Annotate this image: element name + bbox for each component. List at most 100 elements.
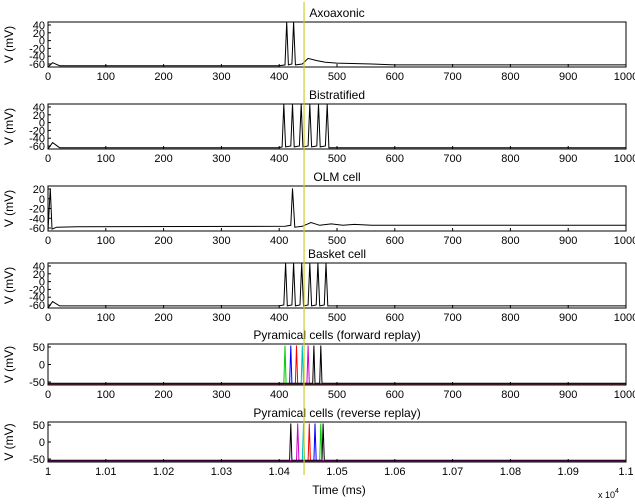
x-tick-label: 1.01 [95, 466, 116, 478]
x-axis-multiplier: x 104 [598, 488, 619, 500]
x-tick-label: 100 [97, 235, 115, 247]
x-tick-label: 900 [559, 153, 577, 165]
x-tick-label: 600 [386, 235, 404, 247]
series-line-5 [48, 423, 626, 461]
x-tick-label: 500 [328, 389, 346, 401]
axes-frame [47, 421, 627, 463]
panel-6: Pyramical cells (reverse replay) V (mV) 1 1… [2, 406, 634, 478]
y-axis-label: V (mV) [2, 346, 16, 383]
x-tick-label: 1.09 [557, 466, 578, 478]
x-tick-label: 100 [97, 71, 115, 83]
x-tick-label: 1.1 [618, 466, 633, 478]
x-tick-label: 0 [45, 71, 51, 83]
y-tick-label: 20 [33, 269, 45, 281]
axes-frame [47, 103, 627, 150]
series-line-4 [48, 345, 626, 384]
x-tick-label: 1000 [614, 235, 635, 247]
x-tick-label: 700 [443, 235, 461, 247]
series-line-1 [48, 104, 626, 149]
x-tick-label: 700 [443, 153, 461, 165]
x-tick-label: 300 [212, 153, 230, 165]
x-tick-label: 200 [154, 235, 172, 247]
x-tick-label: 100 [97, 312, 115, 324]
x-tick-label: 300 [212, 235, 230, 247]
series-line-6 [48, 423, 626, 461]
panel-title: Basket cell [308, 247, 366, 261]
x-tick-label: 200 [154, 153, 172, 165]
axes-frame [47, 21, 627, 68]
y-tick-label: 0 [39, 36, 45, 48]
x-tick-label: 1000 [614, 71, 635, 83]
x-axis-label: Time (ms) [312, 483, 366, 497]
x-tick-label: 700 [443, 71, 461, 83]
x-tick-label: 800 [501, 153, 519, 165]
x-tick-label: 700 [443, 389, 461, 401]
y-tick-label: -60 [29, 141, 45, 153]
x-tick-label: 1000 [614, 312, 635, 324]
y-axis-label: V (mV) [2, 26, 16, 63]
x-tick-label: 200 [154, 389, 172, 401]
series-line-5 [48, 345, 626, 384]
x-tick-label: 100 [97, 153, 115, 165]
series-line-1 [48, 423, 626, 462]
series-line-3 [48, 423, 626, 462]
series-line-2 [48, 345, 626, 385]
y-tick-label: -20 [29, 204, 45, 216]
x-tick-label: 400 [270, 71, 288, 83]
panel-title: Bistratified [309, 88, 365, 102]
x-tick-label: 400 [270, 153, 288, 165]
series-line-1 [48, 188, 626, 231]
x-tick-label: 0 [45, 235, 51, 247]
x-tick-label: 400 [270, 312, 288, 324]
series-line-1 [48, 22, 626, 67]
series-line-1 [48, 263, 626, 308]
x-tick-label: 1.07 [442, 466, 463, 478]
x-tick-label: 600 [386, 312, 404, 324]
y-tick-label: 40 [33, 261, 45, 273]
x-tick-label: 300 [212, 312, 230, 324]
x-tick-label: 400 [270, 235, 288, 247]
panel-title: Pyramical cells (forward replay) [253, 328, 420, 342]
x-tick-label: 900 [559, 389, 577, 401]
y-tick-label: 20 [33, 110, 45, 122]
panel-title: Pyramical cells (reverse replay) [253, 406, 420, 420]
x-tick-label: 500 [328, 312, 346, 324]
x-tick-label: 200 [154, 71, 172, 83]
panel-5: Pyramical cells (forward replay) V (mV) 0 1… [2, 328, 635, 401]
series-line-4 [48, 423, 626, 461]
y-tick-label: 40 [33, 20, 45, 32]
series-line-2 [48, 423, 626, 462]
y-tick-label: 0 [39, 277, 45, 289]
x-tick-label: 0 [45, 153, 51, 165]
x-tick-label: 200 [154, 312, 172, 324]
x-tick-label: 500 [328, 153, 346, 165]
x-tick-label: 1.08 [500, 466, 521, 478]
x-tick-label: 700 [443, 312, 461, 324]
y-tick-label: -20 [29, 284, 45, 296]
y-tick-label: 0 [39, 194, 45, 206]
y-axis-label: V (mV) [2, 423, 16, 460]
series-line-3 [48, 345, 626, 385]
x-tick-label: 1 [45, 466, 51, 478]
y-tick-label: 0 [39, 437, 45, 449]
x-tick-label: 800 [501, 312, 519, 324]
x-tick-label: 600 [386, 389, 404, 401]
panel-4: Basket cell V (mV) 0 100 200 300 400 500 600 700 8… [2, 247, 635, 324]
x-tick-label: 1.02 [153, 466, 174, 478]
x-tick-label: 100 [97, 389, 115, 401]
y-tick-label: 20 [33, 28, 45, 40]
y-tick-label: -60 [29, 223, 45, 235]
y-tick-label: -40 [29, 292, 45, 304]
x-tick-label: 800 [501, 389, 519, 401]
y-axis-label: V (mV) [2, 267, 16, 304]
axes-frame [47, 262, 627, 309]
x-tick-label: 900 [559, 312, 577, 324]
x-tick-label: 500 [328, 71, 346, 83]
y-tick-label: 0 [39, 118, 45, 130]
x-tick-label: 900 [559, 235, 577, 247]
x-tick-label: 300 [212, 71, 230, 83]
y-tick-label: -20 [29, 43, 45, 55]
